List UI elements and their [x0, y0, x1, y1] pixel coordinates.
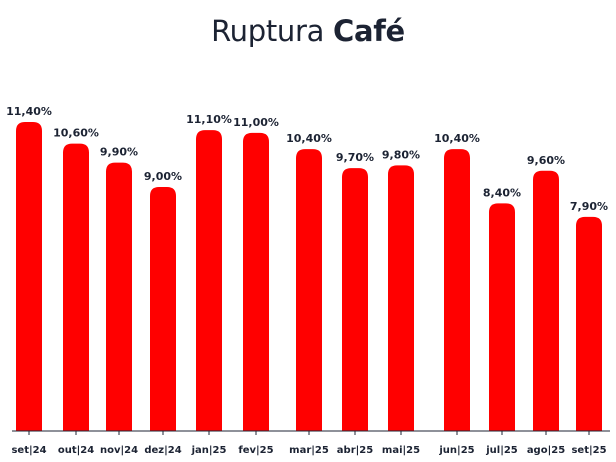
- bar-mar-25: [296, 149, 322, 431]
- bar-jul-25: [489, 203, 515, 431]
- category-label: jun|25: [438, 445, 474, 456]
- bar-set-24: [16, 122, 42, 431]
- category-label: dez|24: [144, 445, 181, 456]
- value-label: 10,40%: [286, 132, 332, 145]
- value-label: 9,60%: [527, 154, 565, 167]
- category-label: jul|25: [485, 445, 518, 456]
- bars-group: [16, 122, 602, 432]
- bar-abr-25: [342, 168, 368, 431]
- bar-nov-24: [106, 162, 132, 431]
- bar-dez-24: [150, 187, 176, 431]
- value-label: 9,80%: [382, 148, 420, 161]
- value-label: 7,90%: [570, 200, 608, 213]
- bar-set-25: [576, 216, 602, 431]
- category-label: out|24: [58, 445, 94, 456]
- value-labels-group: 11,40%10,60%9,90% 9,00% 11,10% 11,00% 10,40%…: [6, 105, 608, 213]
- value-label: 10,40%: [434, 132, 480, 145]
- value-label: 11,10%: [186, 113, 232, 126]
- bar-jun-25: [444, 149, 470, 431]
- chart-title: Ruptura Café: [0, 14, 616, 48]
- category-label: fev|25: [238, 445, 273, 456]
- value-label: 9,00%: [144, 170, 182, 183]
- value-label: 9,70%: [336, 151, 374, 164]
- bar-jan-25: [196, 130, 222, 431]
- category-label: nov|24: [100, 445, 138, 456]
- category-label: mar|25: [289, 445, 329, 456]
- value-label: 11,00%: [233, 116, 279, 129]
- chart-title-prefix: Ruptura: [211, 14, 325, 48]
- chart-title-emphasis: Café: [332, 14, 405, 48]
- value-label: 10,60%: [53, 127, 99, 140]
- category-label: jan|25: [191, 445, 227, 456]
- bar-fev-25: [243, 132, 269, 431]
- value-label: 9,90%: [100, 146, 138, 159]
- category-label: set|24: [11, 445, 46, 456]
- bar-out-24: [63, 143, 89, 431]
- category-label: ago|25: [527, 445, 565, 456]
- bar-mai-25: [388, 165, 414, 432]
- category-label: abr|25: [337, 445, 373, 456]
- value-label: 11,40%: [6, 105, 52, 118]
- category-label: set|25: [571, 445, 606, 456]
- category-label: mai|25: [382, 445, 420, 456]
- category-labels-group: set|24 out|24 nov|24 dez|24 jan|25 fev|25 mar|…: [11, 431, 607, 456]
- bar-ago-25: [533, 170, 559, 431]
- value-label: 8,40%: [483, 186, 521, 199]
